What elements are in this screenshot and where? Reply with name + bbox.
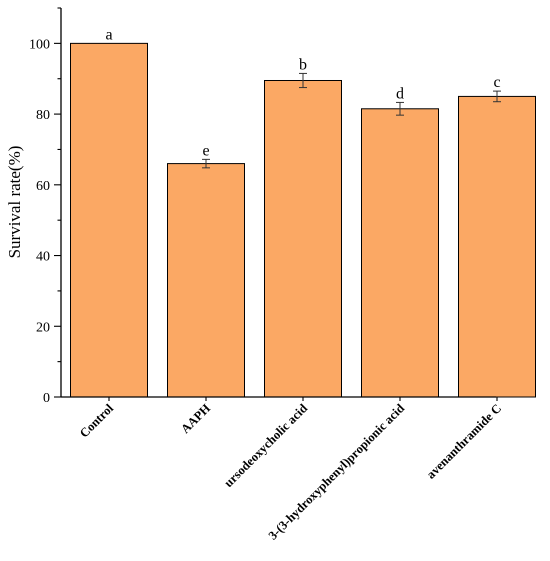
significance-label: b [299,56,307,73]
bar-2 [264,79,342,398]
significance-label: c [493,74,500,91]
bar-3 [361,108,439,398]
y-tick-label: 80 [36,108,50,123]
significance-label: d [396,85,404,102]
significance-label: e [202,142,209,159]
y-tick-label: 40 [36,250,50,265]
y-tick-label: 20 [36,320,50,335]
significance-label: a [105,26,112,43]
axes-layer [60,8,496,398]
y-ticks-layer: 0 20 40 60 80 100 [29,7,61,406]
bar-1 [167,163,245,398]
category-label: ursodeoxycholic acid [221,401,310,490]
category-label: avenanthramide C [424,401,504,481]
y-tick-label: 0 [43,391,50,406]
category-labels-layer: Control AAPH ursodeoxycholic acid3-(3-hydr… [77,397,504,543]
bars-layer: a e b d c [70,26,536,398]
y-tick-label: 60 [36,179,50,194]
category-label: Control [77,401,117,441]
bar-4 [458,95,536,398]
y-axis-title: Survival rate(%) [5,146,24,259]
bar-0 [70,42,148,398]
category-label: AAPH [178,401,213,436]
y-tick-label: 100 [29,37,50,52]
